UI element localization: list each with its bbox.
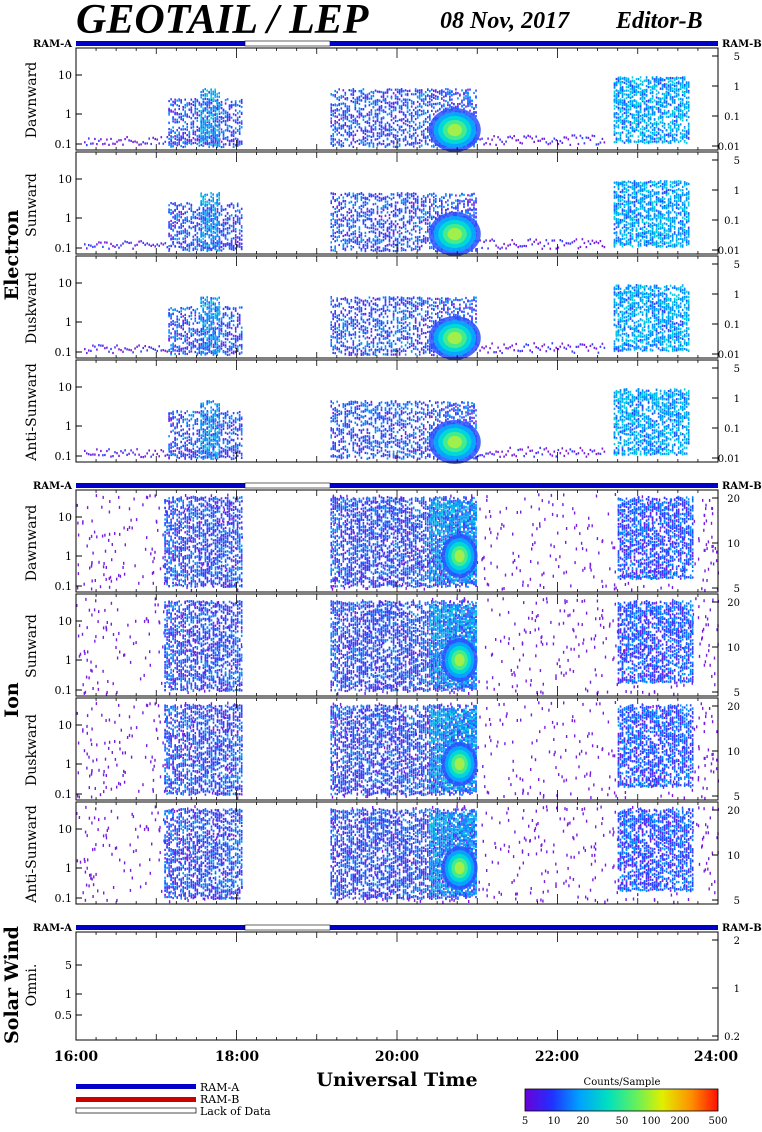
colorbar-tick-10: 10 — [548, 1116, 561, 1127]
panels-layer: 1010.1510.10.011010.1510.10.011010.1510.… — [55, 48, 741, 1043]
x-tick-label-4: 24:00 — [694, 1049, 738, 1065]
colorbar-tick-50: 50 — [616, 1116, 629, 1127]
ram-bar-ion — [76, 483, 718, 488]
ram-right-ion: RAM-B — [722, 481, 762, 492]
group-label-solar-wind: Solar Wind — [1, 926, 23, 1044]
panel-label-ion-antisunward: Anti-Sunward — [24, 805, 40, 904]
ram-left-solar-wind: RAM-A — [33, 923, 72, 934]
panel-label-ion-duskward: Duskward — [24, 714, 40, 786]
x-tick-label-3: 22:00 — [535, 1049, 579, 1065]
plot-date: 08 Nov, 2017 — [440, 8, 570, 34]
legend-lack-of-data: Lack of Data — [200, 1105, 271, 1118]
colorbar-tick-5: 5 — [522, 1116, 528, 1127]
colorbar-tick-200: 200 — [670, 1116, 689, 1127]
colorbar-tick-100: 100 — [641, 1116, 660, 1127]
ram-legend — [76, 1084, 196, 1113]
panel-label-ion-sunward: Sunward — [24, 614, 40, 678]
panel-label-electron-antisunward: Anti-Sunward — [24, 363, 40, 462]
ram-bar-electron — [76, 41, 718, 46]
ram-right-electron: RAM-B — [722, 39, 762, 50]
panel-label-electron-duskward: Duskward — [24, 272, 40, 344]
plot-canvas: GEOTAIL / LEP 08 Nov, 2017 Editor-B Elec… — [0, 0, 762, 1128]
ram-right-solar-wind: RAM-B — [722, 923, 762, 934]
x-tick-label-0: 16:00 — [54, 1049, 98, 1065]
plot-title: GEOTAIL / LEP — [76, 0, 369, 43]
ram-left-electron: RAM-A — [33, 39, 72, 50]
panel-label-ion-dawnward: Dawnward — [24, 505, 40, 582]
colorbar — [525, 1089, 718, 1111]
group-label-electron: Electron — [1, 210, 23, 301]
panel-label-electron-sunward: Sunward — [24, 173, 40, 237]
plot-editor: Editor-B — [615, 8, 703, 34]
x-tick-label-1: 18:00 — [215, 1049, 259, 1065]
panel-label-solar-wind-omni: Omni. — [24, 964, 40, 1007]
panel-label-electron-dawnward: Dawnward — [24, 62, 40, 139]
x-tick-label-2: 20:00 — [375, 1049, 419, 1065]
ram-bar-solar-wind — [76, 925, 718, 930]
x-axis-title: Universal Time — [316, 1069, 477, 1091]
colorbar-tick-500: 500 — [708, 1116, 727, 1127]
colorbar-title: Counts/Sample — [584, 1077, 661, 1088]
group-label-ion: Ion — [1, 682, 23, 718]
colorbar-tick-20: 20 — [577, 1116, 590, 1127]
ram-left-ion: RAM-A — [33, 481, 72, 492]
geotail-lep-plot: GEOTAIL / LEP 08 Nov, 2017 Editor-B Elec… — [0, 0, 762, 1128]
